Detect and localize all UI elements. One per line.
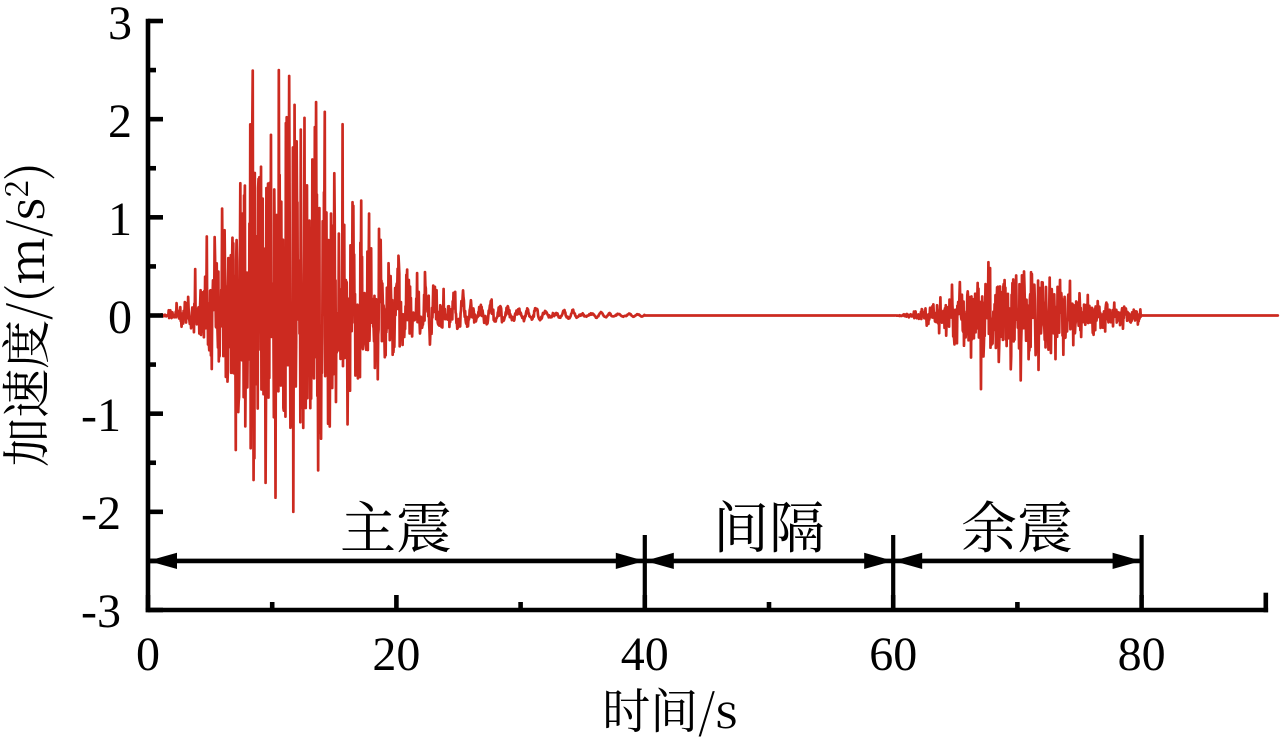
svg-text:加速度/(m/s2): 加速度/(m/s2) xyxy=(0,162,59,467)
svg-text:余震: 余震 xyxy=(961,485,1073,565)
svg-text:2: 2 xyxy=(108,95,132,148)
svg-text:0: 0 xyxy=(108,291,132,344)
svg-text:-1: -1 xyxy=(81,389,121,442)
svg-text:80: 80 xyxy=(1118,628,1166,681)
svg-text:0: 0 xyxy=(136,628,160,681)
svg-text:间隔: 间隔 xyxy=(713,485,825,565)
svg-text:时间/s: 时间/s xyxy=(602,673,738,742)
svg-text:-3: -3 xyxy=(81,585,121,638)
svg-text:3: 3 xyxy=(108,0,132,50)
svg-text:主震: 主震 xyxy=(340,485,452,565)
svg-text:-2: -2 xyxy=(81,487,121,540)
svg-text:60: 60 xyxy=(869,628,917,681)
svg-text:1: 1 xyxy=(108,193,132,246)
svg-text:20: 20 xyxy=(372,628,420,681)
